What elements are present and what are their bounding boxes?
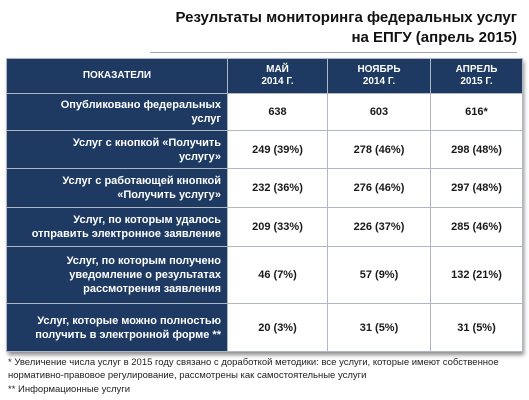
cell-apr: 132 (21%) (430, 246, 523, 304)
cell-may: 20 (3%) (227, 303, 328, 352)
table-row: Услуг с кнопкой «Получить услугу» 249 (39… (6, 130, 523, 169)
header-indicators: ПОКАЗАТЕЛИ (6, 58, 228, 94)
table-header-row: ПОКАЗАТЕЛИ МАЙ 2014 Г. НОЯБРЬ 2014 Г. АПРЕ… (6, 58, 523, 94)
cell-may: 46 (7%) (227, 246, 328, 304)
title-line-2: на ЕПГУ (апрель 2015) (351, 29, 517, 46)
row-label: Опубликовано федеральных услуг (6, 93, 228, 131)
cell-apr: 297 (48%) (430, 168, 523, 208)
cell-apr: 285 (46%) (430, 207, 523, 247)
header-apr-2015: АПРЕЛЬ 2015 Г. (430, 58, 523, 94)
cell-may: 638 (227, 93, 328, 131)
header-may-2014: МАЙ 2014 Г. (227, 58, 328, 94)
cell-may: 249 (39%) (227, 130, 328, 169)
row-label: Услуг, по которым удалось отправить элект… (6, 207, 228, 247)
cell-apr: 31 (5%) (430, 303, 523, 352)
cell-may: 209 (33%) (227, 207, 328, 247)
monitoring-table: ПОКАЗАТЕЛИ МАЙ 2014 Г. НОЯБРЬ 2014 Г. АПРЕ… (6, 58, 523, 352)
row-label: Услуг с кнопкой «Получить услугу» (6, 130, 228, 169)
page-title: Результаты мониторинга федеральных услуг… (176, 8, 518, 48)
row-label: Услуг, по которым получено уведомление о … (6, 246, 228, 304)
header-nov-2014: НОЯБРЬ 2014 Г. (327, 58, 431, 94)
table-row: Услуг с работающей кнопкой «Получить услу… (6, 168, 523, 208)
cell-nov: 278 (46%) (327, 130, 431, 169)
table-row: Опубликовано федеральных услуг 638 603 61… (6, 93, 523, 131)
cell-nov: 603 (327, 93, 431, 131)
cell-may: 232 (36%) (227, 168, 328, 208)
table-row: Услуг, по которым получено уведомление о … (6, 246, 523, 304)
cell-nov: 276 (46%) (327, 168, 431, 208)
table-row: Услуг, по которым удалось отправить элект… (6, 207, 523, 247)
title-line-1: Результаты мониторинга федеральных услуг (175, 9, 518, 26)
table-row: Услуг, которые можно полностью получить в… (6, 303, 523, 352)
cell-apr: 298 (48%) (430, 130, 523, 169)
title-divider (150, 52, 517, 53)
row-label: Услуг, которые можно полностью получить в… (6, 303, 228, 352)
cell-nov: 57 (9%) (327, 246, 431, 304)
cell-apr: 616* (430, 93, 523, 131)
row-label: Услуг с работающей кнопкой «Получить услу… (6, 168, 228, 208)
cell-nov: 31 (5%) (327, 303, 431, 352)
cell-nov: 226 (37%) (327, 207, 431, 247)
footnote-information-services: ** Информационные услуги (8, 384, 131, 395)
footnote-methodology: * Увеличение числа услуг в 2015 году свя… (8, 357, 499, 381)
